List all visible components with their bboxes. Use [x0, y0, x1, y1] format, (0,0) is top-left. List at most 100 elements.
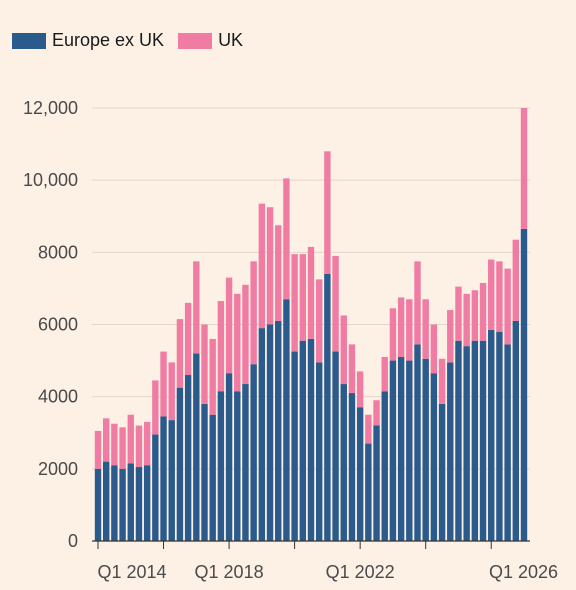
- bar-uk: [348, 344, 356, 394]
- legend-swatch-europe-ex-uk: [12, 32, 46, 49]
- bar-uk: [127, 414, 134, 464]
- bar-europe-ex-uk: [94, 468, 102, 541]
- bar-uk: [373, 400, 380, 426]
- bar-uk: [455, 286, 462, 341]
- bar-europe-ex-uk: [176, 387, 184, 541]
- bar-europe-ex-uk: [504, 344, 511, 541]
- bar-europe-ex-uk: [430, 373, 438, 541]
- bar-uk: [283, 178, 290, 300]
- bar-europe-ex-uk: [389, 360, 397, 541]
- bar-europe-ex-uk: [234, 391, 241, 541]
- bar-europe-ex-uk: [414, 344, 421, 541]
- bar-uk: [94, 430, 102, 469]
- y-tick-label: 4000: [38, 387, 78, 407]
- bar-uk: [397, 297, 405, 357]
- bar-uk: [463, 293, 470, 347]
- bar-uk: [389, 308, 397, 361]
- bar-uk: [184, 302, 192, 376]
- y-tick-label: 2000: [38, 459, 78, 479]
- legend-swatch-uk: [178, 32, 213, 49]
- bar-europe-ex-uk: [488, 329, 495, 541]
- bar-europe-ex-uk: [201, 403, 208, 541]
- bar-uk: [332, 255, 339, 352]
- bar-uk: [250, 261, 257, 365]
- bar-europe-ex-uk: [512, 320, 520, 541]
- bar-uk: [422, 299, 429, 359]
- bar-europe-ex-uk: [438, 403, 446, 541]
- legend: Europe ex UK UK: [12, 30, 243, 51]
- bar-europe-ex-uk: [299, 340, 307, 541]
- bar-europe-ex-uk: [135, 467, 143, 541]
- bar-uk: [488, 259, 495, 330]
- bar-europe-ex-uk: [209, 414, 216, 541]
- bar-uk: [258, 203, 266, 329]
- legend-label-uk: UK: [218, 30, 244, 50]
- bar-europe-ex-uk: [496, 331, 503, 541]
- bar-uk: [365, 414, 372, 444]
- bar-uk: [111, 423, 118, 466]
- bar-europe-ex-uk: [332, 351, 339, 541]
- bar-europe-ex-uk: [315, 362, 323, 541]
- bar-europe-ex-uk: [168, 420, 175, 541]
- bar-uk: [201, 324, 208, 404]
- bar-uk: [414, 261, 421, 345]
- bar-uk: [438, 358, 446, 404]
- bar-europe-ex-uk: [397, 356, 405, 541]
- bar-europe-ex-uk: [340, 384, 347, 541]
- bar-uk: [176, 319, 184, 388]
- bar-europe-ex-uk: [520, 228, 528, 541]
- bar-uk: [496, 261, 503, 332]
- bar-uk: [275, 225, 282, 321]
- bar-uk: [471, 290, 479, 341]
- bar-europe-ex-uk: [381, 391, 388, 541]
- bar-europe-ex-uk: [102, 461, 110, 541]
- bar-uk: [315, 279, 323, 363]
- bar-uk: [512, 239, 520, 321]
- bar-europe-ex-uk: [422, 358, 429, 541]
- bar-europe-ex-uk: [217, 391, 225, 541]
- bar-europe-ex-uk: [184, 375, 192, 541]
- bar-europe-ex-uk: [406, 360, 413, 541]
- bar-europe-ex-uk: [152, 434, 159, 541]
- bar-europe-ex-uk: [258, 328, 266, 541]
- bar-europe-ex-uk: [127, 463, 134, 541]
- y-tick-label: 8000: [38, 242, 78, 262]
- bar-europe-ex-uk: [455, 340, 462, 541]
- y-tick-label: 0: [68, 531, 78, 551]
- x-tick-label: Q1 2014: [97, 562, 166, 582]
- bar-uk: [102, 418, 110, 462]
- x-tick-label: Q1 2026: [489, 562, 558, 582]
- bar-europe-ex-uk: [373, 425, 380, 541]
- bar-uk: [447, 310, 454, 363]
- bar-europe-ex-uk: [275, 320, 282, 541]
- bar-uk: [168, 362, 175, 421]
- legend-item-europe-ex-uk: Europe ex UK: [12, 30, 164, 51]
- bar-europe-ex-uk: [471, 340, 479, 541]
- bar-europe-ex-uk: [111, 465, 118, 541]
- bar-uk: [225, 277, 233, 374]
- y-tick-label: 12,000: [23, 98, 78, 118]
- bar-uk: [307, 246, 315, 339]
- bar-uk: [234, 293, 241, 392]
- bar-uk: [479, 283, 487, 341]
- y-tick-label: 6000: [38, 315, 78, 335]
- bar-uk: [266, 207, 274, 325]
- bar-europe-ex-uk: [479, 340, 487, 541]
- bar-europe-ex-uk: [143, 465, 151, 541]
- bar-uk: [299, 254, 307, 341]
- bar-uk: [381, 356, 388, 392]
- bar-europe-ex-uk: [324, 273, 331, 541]
- bar-europe-ex-uk: [160, 416, 167, 541]
- bar-europe-ex-uk: [365, 443, 372, 541]
- x-tick-label: Q1 2018: [195, 562, 264, 582]
- bar-uk: [520, 108, 528, 229]
- bar-europe-ex-uk: [119, 468, 126, 541]
- bar-europe-ex-uk: [193, 353, 200, 541]
- bar-uk: [152, 380, 159, 435]
- bar-uk: [406, 299, 413, 361]
- bar-europe-ex-uk: [266, 324, 274, 541]
- legend-label-europe-ex-uk: Europe ex UK: [52, 30, 165, 50]
- bar-uk: [504, 268, 511, 345]
- bar-europe-ex-uk: [225, 373, 233, 541]
- legend-item-uk: UK: [178, 30, 243, 51]
